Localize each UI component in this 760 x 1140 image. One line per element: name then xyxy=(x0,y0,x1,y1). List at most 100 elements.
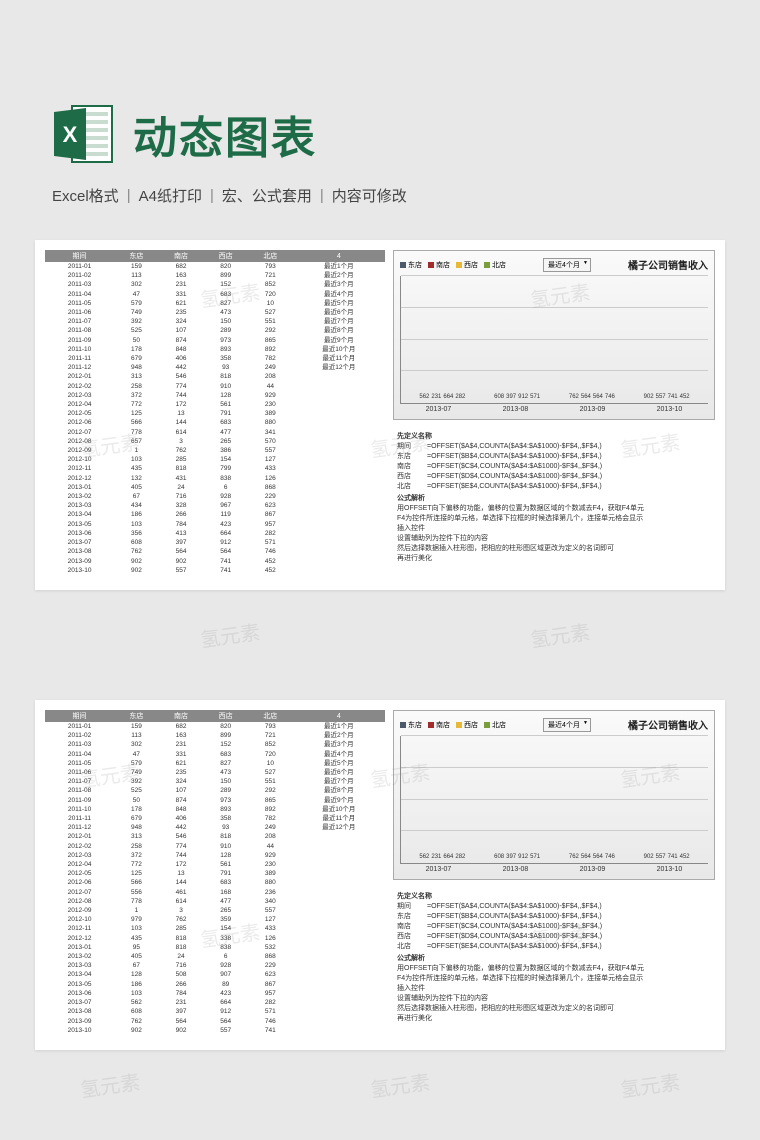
notes-formula-row: 西店=OFFSET($D$4,COUNTA($A$4:$A$1000)-$F$4… xyxy=(397,932,711,942)
table-row: 2012-04772172561230 xyxy=(45,400,385,409)
notes-line: 设置辅助列为控件下拉的内容 xyxy=(397,994,711,1004)
chart-title: 橘子公司销售收入 xyxy=(628,257,708,272)
table-row: 2013-0518626689867 xyxy=(45,980,385,989)
notes-line: F4为控件所连接的单元格，单选择下拉框的时候选择第几个，连接单元格会显示 xyxy=(397,974,711,984)
notes-line: 再进行美化 xyxy=(397,554,711,564)
table-row: 2012-0512513791389 xyxy=(45,869,385,878)
table-row: 2012-10103285154127 xyxy=(45,455,385,464)
watermark: 氢元素 xyxy=(528,616,591,653)
table-row: 2011-06749235473527最近6个月 xyxy=(45,768,385,777)
subtitle: Excel格式 | A4纸打印 | 宏、公式套用 | 内容可修改 xyxy=(50,185,409,206)
notes-line: 插入控件 xyxy=(397,984,711,994)
notes-parse-title: 公式解析 xyxy=(397,954,711,964)
table-row: 2013-10902902557741 xyxy=(45,1026,385,1035)
table-row: 2012-10979762359127 xyxy=(45,915,385,924)
notes-formula-row: 南店=OFFSET($C$4,COUNTA($A$4:$A$1000)-$F$4… xyxy=(397,462,711,472)
table-row: 2011-03302231152852最近3个月 xyxy=(45,280,385,289)
table-row: 2012-08778614477340 xyxy=(45,897,385,906)
table-row: 2011-07392324150551最近7个月 xyxy=(45,777,385,786)
notes-2: 先定义名称期间=OFFSET($A$4,COUNTA($A$4:$A$1000)… xyxy=(393,886,715,1028)
table-row: 2011-01159682820793最近1个月 xyxy=(45,722,385,731)
svg-text:X: X xyxy=(63,122,78,147)
table-row: 2012-0913265557 xyxy=(45,906,385,915)
table-header: 西店 xyxy=(203,710,248,722)
table-row: 2011-0950874973865最近9个月 xyxy=(45,796,385,805)
table-row: 2011-06749235473527最近6个月 xyxy=(45,308,385,317)
notes-line: 再进行美化 xyxy=(397,1014,711,1024)
notes-formula-row: 期间=OFFSET($A$4,COUNTA($A$4:$A$1000)-$F$4… xyxy=(397,902,711,912)
table-row: 2012-03372744128929 xyxy=(45,391,385,400)
table-row: 2012-01313546818208 xyxy=(45,372,385,381)
subtitle-item: A4纸打印 xyxy=(137,185,204,206)
x-axis-label: 2013-10 xyxy=(657,866,683,873)
table-row: 2012-01313546818208 xyxy=(45,832,385,841)
table-row: 2011-11679406358782最近11个月 xyxy=(45,814,385,823)
table-row: 2013-09762564564746 xyxy=(45,1017,385,1026)
legend-item: 南店 xyxy=(428,720,450,730)
notes-line: 然后选择数据插入柱形图，把相应的柱形图区域更改为定义的名词即可 xyxy=(397,1004,711,1014)
table-row: 2013-05103784423957 xyxy=(45,520,385,529)
table-row: 2013-0367716928229 xyxy=(45,961,385,970)
watermark: 氢元素 xyxy=(198,616,261,653)
table-row: 2011-1294844293249最近12个月 xyxy=(45,823,385,832)
notes-formula-row: 东店=OFFSET($B$4,COUNTA($A$4:$A$1000)-$F$4… xyxy=(397,912,711,922)
excel-icon: X xyxy=(50,100,118,168)
legend-item: 南店 xyxy=(428,260,450,270)
table-header: 东店 xyxy=(114,250,159,262)
chart-title: 橘子公司销售收入 xyxy=(628,717,708,732)
watermark: 氢元素 xyxy=(368,1066,431,1103)
table-row: 2011-0557962182710最近5个月 xyxy=(45,759,385,768)
table-header: 西店 xyxy=(203,250,248,262)
table-row: 2011-02113163899721最近2个月 xyxy=(45,731,385,740)
x-axis-label: 2013-10 xyxy=(657,406,683,413)
table-row: 2013-0267716928229 xyxy=(45,492,385,501)
period-dropdown[interactable]: 最近4个月 xyxy=(543,258,591,272)
notes-parse-title: 公式解析 xyxy=(397,494,711,504)
table-row: 2012-07778614477341 xyxy=(45,428,385,437)
table-row: 2013-07562231664282 xyxy=(45,998,385,1007)
chart-2: 东店南店西店北店最近4个月橘子公司销售收入5622316642826083979… xyxy=(393,710,715,880)
subtitle-item: 内容可修改 xyxy=(330,185,409,206)
table-header: 期间 xyxy=(45,250,114,262)
notes-1: 先定义名称期间=OFFSET($A$4,COUNTA($A$4:$A$1000)… xyxy=(393,426,715,568)
x-axis-label: 2013-07 xyxy=(426,866,452,873)
table-row: 2013-06103784423957 xyxy=(45,989,385,998)
table-row: 2011-11679406358782最近11个月 xyxy=(45,354,385,363)
table-row: 2013-07608397912571 xyxy=(45,538,385,547)
table-row: 2012-11435818799433 xyxy=(45,464,385,473)
table-header: 南店 xyxy=(159,710,204,722)
table-row: 2012-07556461168236 xyxy=(45,888,385,897)
legend-item: 东店 xyxy=(400,260,422,270)
notes-line: 插入控件 xyxy=(397,524,711,534)
table-row: 2013-04128508907623 xyxy=(45,970,385,979)
table-row: 2011-1294844293249最近12个月 xyxy=(45,363,385,372)
table-row: 2013-04186266119867 xyxy=(45,510,385,519)
data-table-1: 期间东店南店西店北店42011-01159682820793最近1个月2011-… xyxy=(45,250,385,580)
table-row: 2013-10902557741452 xyxy=(45,566,385,575)
table-row: 2013-09902902741452 xyxy=(45,557,385,566)
notes-line: 然后选择数据插入柱形图，把相应的柱形图区域更改为定义的名词即可 xyxy=(397,544,711,554)
table-row: 2012-04772172561230 xyxy=(45,860,385,869)
table-row: 2011-01159682820793最近1个月 xyxy=(45,262,385,271)
table-row: 2013-08608397912571 xyxy=(45,1007,385,1016)
table-row: 2013-02405246868 xyxy=(45,952,385,961)
table-row: 2012-06566144683880 xyxy=(45,878,385,887)
notes-formula-row: 南店=OFFSET($C$4,COUNTA($A$4:$A$1000)-$F$4… xyxy=(397,922,711,932)
table-row: 2011-10178848893892最近10个月 xyxy=(45,805,385,814)
table-row: 2012-086573265570 xyxy=(45,437,385,446)
table-row: 2013-0195818838532 xyxy=(45,943,385,952)
table-row: 2012-091762386557 xyxy=(45,446,385,455)
legend-item: 北店 xyxy=(484,260,506,270)
notes-line: F4为控件所连接的单元格，单选择下拉框的时候选择第几个，连接单元格会显示 xyxy=(397,514,711,524)
table-header: 北店 xyxy=(248,250,293,262)
x-axis-label: 2013-08 xyxy=(503,406,529,413)
table-row: 2011-10178848893892最近10个月 xyxy=(45,345,385,354)
table-header: 期间 xyxy=(45,710,114,722)
notes-formula-row: 东店=OFFSET($B$4,COUNTA($A$4:$A$1000)-$F$4… xyxy=(397,452,711,462)
table-row: 2013-06356413664282 xyxy=(45,529,385,538)
period-dropdown[interactable]: 最近4个月 xyxy=(543,718,591,732)
table-row: 2011-0557962182710最近5个月 xyxy=(45,299,385,308)
legend-item: 西店 xyxy=(456,260,478,270)
preview-panel-1: 期间东店南店西店北店42011-01159682820793最近1个月2011-… xyxy=(35,240,725,590)
table-row: 2013-03434328967623 xyxy=(45,501,385,510)
